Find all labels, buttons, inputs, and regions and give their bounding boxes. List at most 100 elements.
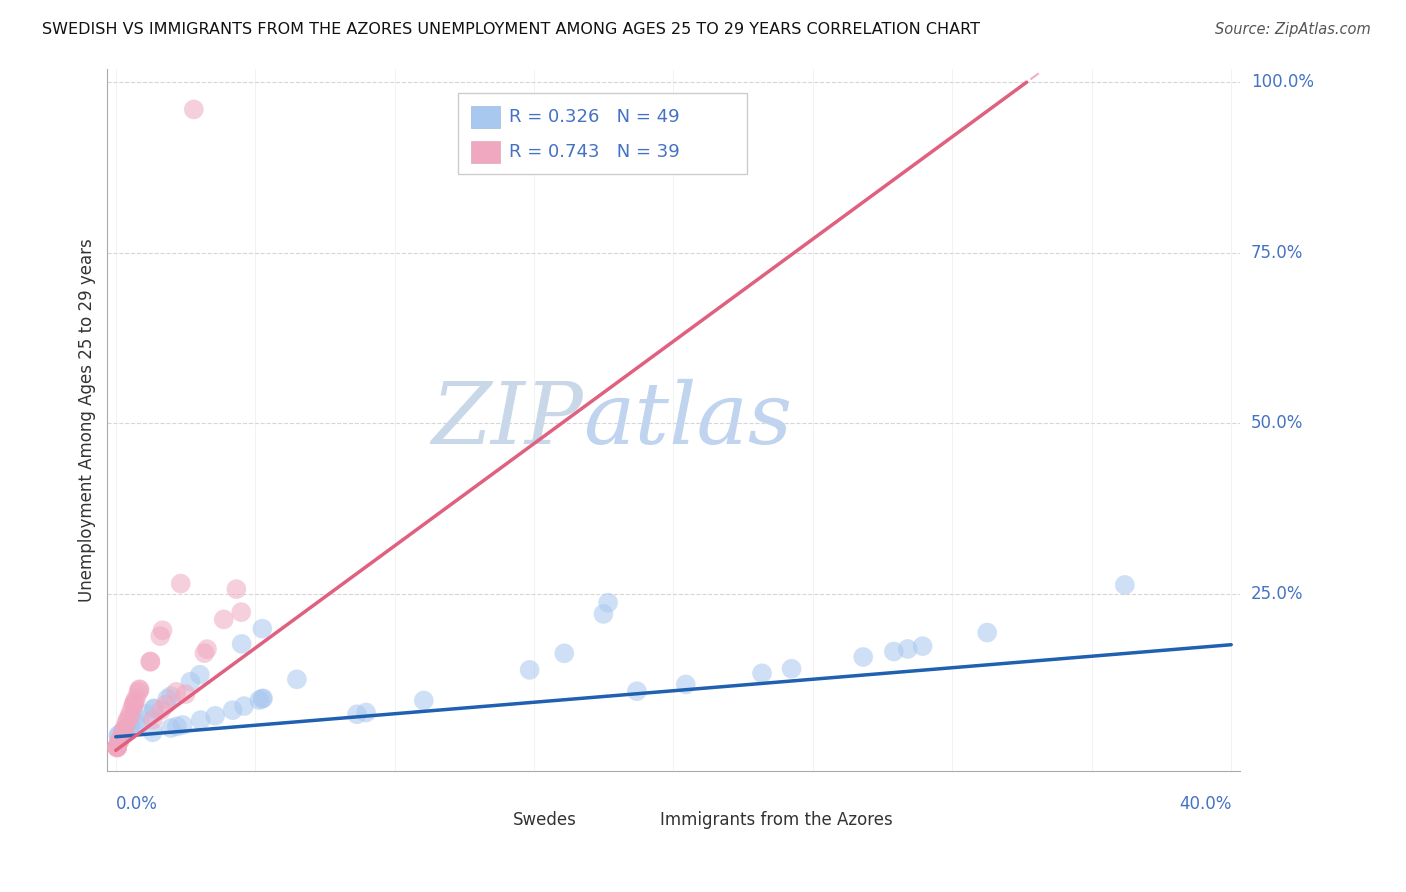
Point bbox=[285, 673, 308, 687]
Text: atlas: atlas bbox=[583, 378, 792, 461]
Point bbox=[897, 642, 920, 657]
Text: 50.0%: 50.0% bbox=[1251, 414, 1303, 432]
Point bbox=[174, 687, 197, 701]
Point bbox=[142, 725, 165, 739]
Point bbox=[127, 685, 149, 699]
Point bbox=[122, 698, 145, 712]
Point bbox=[553, 646, 575, 660]
FancyBboxPatch shape bbox=[471, 141, 501, 163]
Text: 75.0%: 75.0% bbox=[1251, 244, 1303, 261]
Point bbox=[142, 701, 165, 715]
Point bbox=[105, 740, 128, 755]
Point bbox=[108, 734, 131, 748]
Point bbox=[152, 624, 174, 638]
Point bbox=[105, 739, 128, 754]
Point bbox=[112, 723, 135, 738]
Point bbox=[128, 682, 150, 697]
Text: Immigrants from the Azores: Immigrants from the Azores bbox=[659, 811, 893, 829]
Point bbox=[252, 622, 274, 636]
Point bbox=[139, 655, 162, 669]
Point bbox=[120, 719, 142, 733]
Point bbox=[412, 693, 434, 707]
Text: R = 0.326   N = 49: R = 0.326 N = 49 bbox=[509, 108, 681, 127]
Point bbox=[128, 712, 150, 726]
Point bbox=[107, 728, 129, 742]
Point bbox=[252, 691, 274, 706]
Text: 40.0%: 40.0% bbox=[1178, 795, 1232, 813]
Point bbox=[139, 654, 162, 668]
Point bbox=[156, 691, 179, 706]
Point bbox=[118, 709, 141, 723]
Point bbox=[149, 629, 172, 643]
Point bbox=[195, 642, 218, 657]
Point bbox=[212, 612, 235, 626]
Y-axis label: Unemployment Among Ages 25 to 29 years: Unemployment Among Ages 25 to 29 years bbox=[79, 238, 96, 601]
Point bbox=[120, 706, 142, 720]
Point bbox=[111, 724, 134, 739]
Point bbox=[108, 734, 131, 748]
Point bbox=[125, 691, 148, 706]
Point bbox=[110, 731, 132, 746]
Point bbox=[124, 694, 146, 708]
Text: Source: ZipAtlas.com: Source: ZipAtlas.com bbox=[1215, 22, 1371, 37]
Point bbox=[112, 723, 135, 738]
Point bbox=[170, 576, 193, 591]
Point bbox=[626, 684, 648, 698]
Point bbox=[1114, 578, 1136, 592]
Point bbox=[143, 701, 166, 715]
Point bbox=[221, 703, 243, 717]
Point bbox=[780, 662, 803, 676]
Point bbox=[225, 582, 247, 596]
Point bbox=[105, 740, 128, 755]
FancyBboxPatch shape bbox=[478, 809, 508, 830]
Point bbox=[598, 596, 620, 610]
Point bbox=[159, 689, 181, 703]
Point bbox=[135, 706, 157, 721]
Point bbox=[911, 639, 934, 653]
Point bbox=[112, 723, 135, 738]
Point bbox=[128, 682, 150, 697]
Point bbox=[346, 707, 368, 722]
Point bbox=[155, 698, 177, 712]
Point bbox=[675, 677, 697, 691]
Text: 25.0%: 25.0% bbox=[1251, 584, 1303, 603]
Text: Swedes: Swedes bbox=[513, 811, 576, 829]
Point bbox=[883, 644, 905, 658]
Point bbox=[150, 703, 173, 717]
Point bbox=[121, 700, 143, 714]
Point bbox=[166, 719, 188, 733]
Point bbox=[172, 718, 194, 732]
Point bbox=[592, 607, 614, 621]
FancyBboxPatch shape bbox=[458, 93, 747, 174]
Point bbox=[124, 715, 146, 730]
FancyBboxPatch shape bbox=[626, 809, 655, 830]
FancyBboxPatch shape bbox=[471, 106, 501, 128]
Point bbox=[179, 674, 201, 689]
Point bbox=[107, 729, 129, 743]
Point bbox=[112, 724, 135, 739]
Point bbox=[105, 740, 128, 755]
Text: 0.0%: 0.0% bbox=[115, 795, 157, 813]
Point bbox=[160, 721, 183, 735]
Point bbox=[976, 625, 998, 640]
Point bbox=[247, 693, 270, 707]
Point bbox=[751, 666, 773, 681]
Text: 100.0%: 100.0% bbox=[1251, 73, 1313, 91]
Point bbox=[852, 650, 875, 665]
Point bbox=[142, 713, 165, 727]
Point bbox=[120, 718, 142, 732]
Point bbox=[117, 712, 139, 726]
Point bbox=[111, 724, 134, 739]
Point bbox=[231, 605, 253, 619]
Point bbox=[233, 699, 256, 714]
Point bbox=[115, 714, 138, 729]
Point bbox=[193, 646, 215, 660]
Point bbox=[252, 691, 274, 706]
Point bbox=[165, 685, 187, 699]
Point bbox=[114, 718, 136, 732]
Text: ZIP: ZIP bbox=[432, 378, 583, 461]
Point bbox=[519, 663, 541, 677]
Point bbox=[183, 103, 205, 117]
Point bbox=[188, 667, 211, 681]
Text: SWEDISH VS IMMIGRANTS FROM THE AZORES UNEMPLOYMENT AMONG AGES 25 TO 29 YEARS COR: SWEDISH VS IMMIGRANTS FROM THE AZORES UN… bbox=[42, 22, 980, 37]
